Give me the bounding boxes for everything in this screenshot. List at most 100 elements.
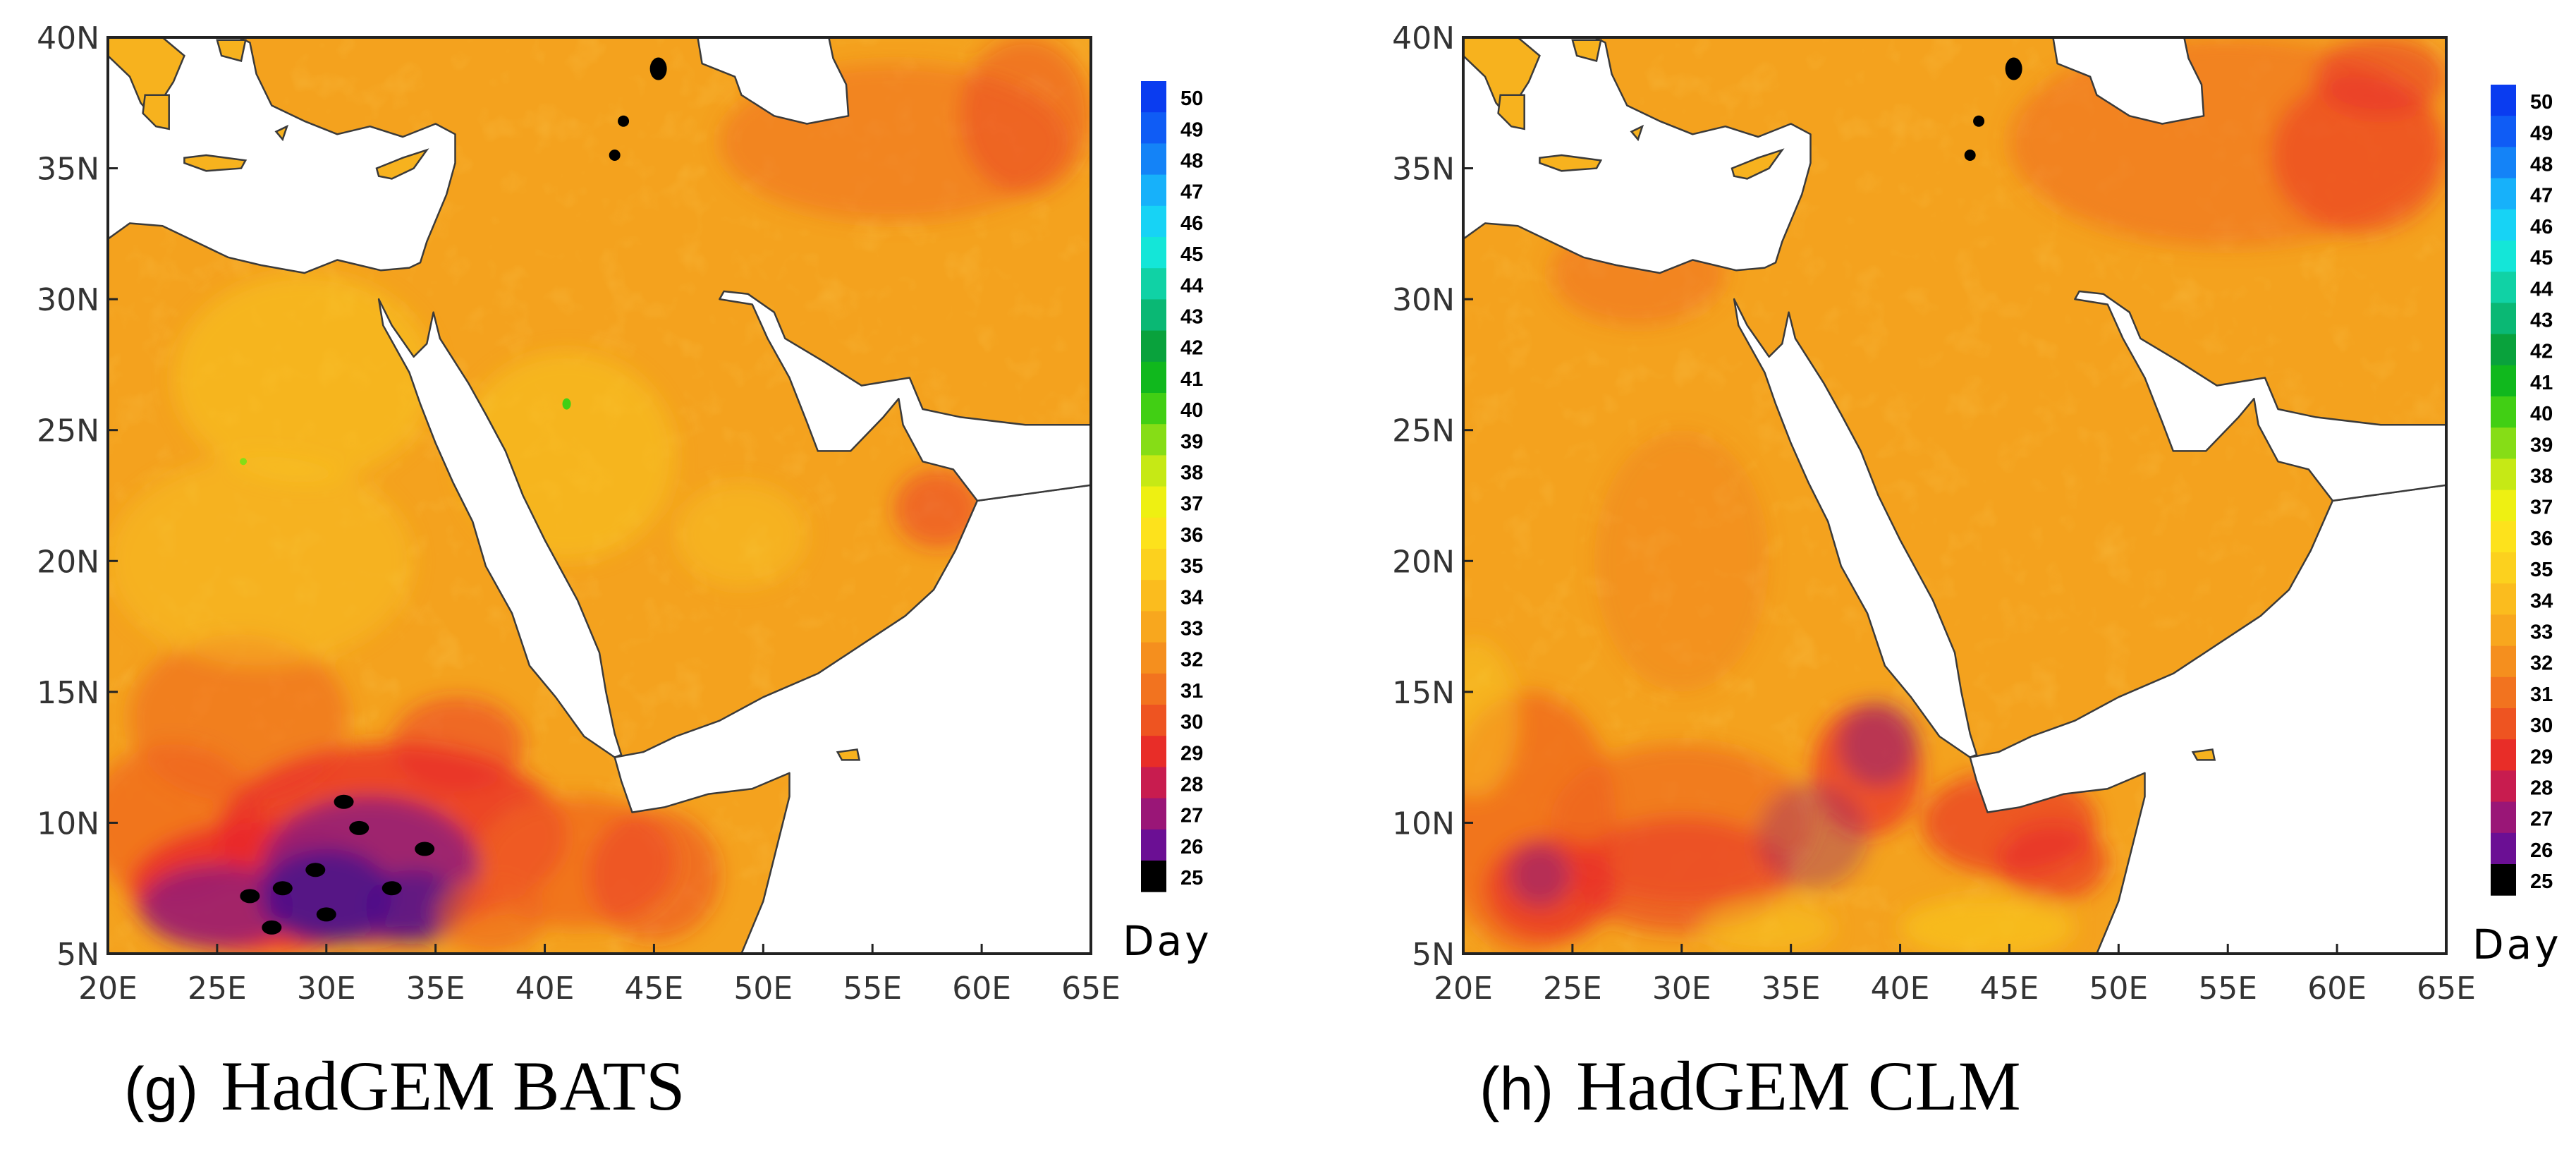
- lon-tick-label: 25E: [1543, 971, 1602, 1007]
- cold-spot: [262, 920, 282, 935]
- mountain-spots: [1964, 57, 2022, 162]
- cold-spot: [349, 820, 370, 835]
- colorbar-label: 31: [2530, 684, 2553, 706]
- islands: [1463, 37, 2216, 761]
- lon-tick-label: 65E: [1061, 971, 1121, 1007]
- colorbar-label: 29: [1180, 742, 1203, 765]
- mountain-spot: [609, 150, 621, 162]
- colorbar-swatch: [1141, 237, 1166, 269]
- colorbar-label: 41: [2530, 372, 2553, 394]
- colorbar-swatch: [2491, 739, 2516, 771]
- climate-patch: [2271, 76, 2446, 234]
- colorbar-swatch: [2491, 365, 2516, 397]
- colorbar-label: 50: [2530, 91, 2553, 114]
- cold-spot: [415, 842, 435, 856]
- colorbar-label: 38: [2530, 466, 2553, 488]
- cold-spot: [381, 881, 402, 896]
- black-water: [1615, 37, 1618, 39]
- lat-tick-label: 10N: [37, 806, 99, 842]
- lon-tick-label: 20E: [1434, 971, 1493, 1007]
- climate-patches: [1463, 37, 2446, 954]
- colorbar-label: 27: [1180, 805, 1203, 827]
- colorbar-label: 33: [2530, 621, 2553, 644]
- lon-tick-label: 30E: [297, 971, 356, 1007]
- colorbar-label: 46: [1180, 212, 1203, 235]
- climate-patch: [435, 875, 545, 954]
- aegean1-island: [216, 39, 247, 62]
- climate-patch: [2315, 37, 2446, 116]
- map-panel-g: 20E 25E 30E 35E 40E 45E 50E 55E 60E 65E 40N 35N 30N 2…: [37, 20, 1121, 1007]
- colorbar-swatch: [2491, 334, 2516, 366]
- colorbar-swatch: [2491, 85, 2516, 116]
- colorbar-unit: Day: [1123, 917, 1212, 965]
- colorbar-panel-g: 50 49 48 47 46 45 44 43 42 41 40 39 38 37 36 35 34 33 32 31…: [1123, 81, 1212, 965]
- colorbar-label: 30: [1180, 711, 1203, 734]
- lat-tick-label: 20N: [37, 544, 99, 580]
- colorbar-swatch: [2491, 396, 2516, 428]
- lon-tick-label: 60E: [952, 971, 1011, 1007]
- lon-tick-label: 45E: [1980, 971, 2039, 1007]
- colorbar-label: 30: [2530, 715, 2553, 737]
- colorbar-swatch: [2491, 864, 2516, 896]
- colorbar-swatch: [1141, 424, 1166, 456]
- colorbar-label: 35: [2530, 559, 2553, 581]
- lon-tick-label: 55E: [2198, 971, 2257, 1007]
- rhodes-island: [274, 124, 289, 142]
- green-spot: [562, 398, 571, 410]
- colorbar-swatch: [1141, 673, 1166, 705]
- climate-patch: [894, 469, 982, 548]
- colorbar-label: 48: [2530, 154, 2553, 176]
- aden-water: [1969, 484, 2446, 954]
- cold-spot: [305, 863, 326, 877]
- lat-tick-label: 25N: [37, 413, 99, 449]
- colorbar-swatch: [1141, 517, 1166, 549]
- lat-tick-label: 25N: [1392, 413, 1455, 449]
- med-water: [1463, 37, 1812, 274]
- lon-tick-label: 30E: [1652, 971, 1711, 1007]
- colorbar-label: 36: [2530, 528, 2553, 550]
- colorbar-swatch: [2491, 552, 2516, 584]
- climate-patch: [588, 809, 720, 941]
- colorbar-label: 29: [2530, 746, 2553, 768]
- colorbar-label: 42: [2530, 341, 2553, 363]
- climate-patch: [1998, 822, 2108, 901]
- cold-spot: [272, 881, 293, 896]
- green-spot: [240, 458, 248, 466]
- cold-spot: [240, 889, 260, 904]
- colorbar-label: 28: [1180, 774, 1203, 796]
- socotra-island: [2191, 748, 2216, 761]
- colorbar-swatch: [2491, 427, 2516, 459]
- colorbar-swatch: [1141, 798, 1166, 830]
- colorbar-swatch: [1141, 81, 1166, 113]
- mountain-spots: [609, 57, 667, 162]
- colorbar-swatch: [2491, 178, 2516, 210]
- climate-patch: [140, 864, 294, 949]
- colorbar-swatch: [1141, 767, 1166, 799]
- climate-patch: [1900, 896, 2075, 954]
- climate-patch: [1703, 901, 1835, 954]
- colorbar-swatch: [1141, 549, 1166, 581]
- colorbar-swatch: [1141, 829, 1166, 861]
- crete-island: [1539, 154, 1603, 172]
- colorbar-label: 50: [1180, 87, 1203, 110]
- colorbar-label: 38: [1180, 462, 1203, 485]
- colorbar-label: 25: [1180, 867, 1203, 889]
- colorbar-label: 25: [2530, 870, 2553, 893]
- colorbar-swatch: [2491, 708, 2516, 740]
- cold-spot: [316, 907, 336, 922]
- islands: [108, 37, 861, 761]
- map-frame: [1462, 36, 2448, 955]
- colorbar-label: 48: [1180, 150, 1203, 173]
- colorbar-label: 43: [2530, 310, 2553, 332]
- cyprus-island: [375, 148, 429, 180]
- colorbar-swatch: [1141, 174, 1166, 207]
- colorbar-swatch: [1141, 455, 1166, 487]
- lat-tick-label: 30N: [37, 282, 99, 318]
- caption-title-g: HadGEM BATS: [221, 1047, 685, 1125]
- lat-tick-label: 10N: [1392, 806, 1455, 842]
- colorbar-label: 43: [1180, 306, 1203, 329]
- colorbar-swatch: [2491, 583, 2516, 615]
- water-bodies: [108, 37, 1091, 954]
- colorbar-swatch: [1141, 861, 1166, 892]
- colorbar-swatch: [1141, 268, 1166, 300]
